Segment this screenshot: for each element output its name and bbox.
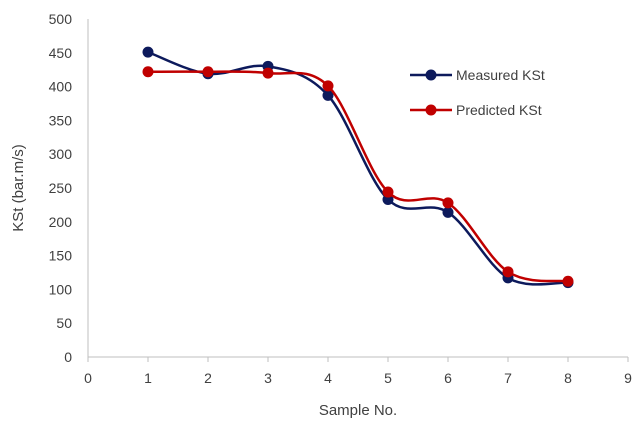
y-tick-label: 200 [49, 214, 73, 230]
legend-item: Predicted KSt [410, 102, 542, 118]
x-axis-title: Sample No. [319, 402, 397, 419]
x-tick-label: 2 [204, 370, 212, 386]
x-tick-label: 9 [624, 370, 632, 386]
data-point [142, 46, 154, 58]
legend-item: Measured KSt [410, 67, 545, 83]
x-tick-labels: 0 1 2 3 4 5 6 7 8 9 [84, 357, 632, 386]
series-line [147, 70, 569, 283]
y-tick-label: 350 [49, 112, 73, 128]
x-tick-label: 6 [444, 370, 452, 386]
y-tick-label: 100 [49, 281, 73, 297]
series-group [142, 46, 574, 289]
legend: Measured KSt Predicted KSt [410, 67, 545, 118]
data-point [442, 197, 454, 209]
y-tick-labels: 0 50 100 150 200 250 300 350 400 450 500 [49, 11, 73, 365]
data-point [322, 80, 334, 92]
x-tick-label: 1 [144, 370, 152, 386]
y-tick-label: 400 [49, 79, 73, 95]
legend-label: Measured KSt [456, 67, 545, 83]
y-tick-label: 0 [64, 349, 72, 365]
x-tick-label: 7 [504, 370, 512, 386]
series-line [147, 50, 569, 286]
data-point [262, 67, 274, 79]
data-point [382, 186, 394, 198]
y-tick-label: 50 [56, 315, 72, 331]
series-predicted-kst [142, 66, 574, 287]
x-tick-label: 4 [324, 370, 332, 386]
legend-label: Predicted KSt [456, 102, 542, 118]
y-tick-label: 250 [49, 180, 73, 196]
data-point [562, 275, 574, 287]
x-tick-label: 5 [384, 370, 392, 386]
data-point [142, 66, 154, 78]
legend-marker [425, 69, 437, 81]
data-point [322, 89, 334, 101]
y-tick-label: 450 [49, 45, 73, 61]
data-point [502, 266, 514, 278]
y-tick-label: 150 [49, 248, 73, 264]
y-tick-label: 300 [49, 146, 73, 162]
legend-marker [425, 104, 437, 116]
axes [87, 19, 628, 358]
data-point [202, 66, 214, 78]
y-tick-label: 500 [49, 11, 73, 27]
y-axis-title: KSt (bar.m/s) [10, 144, 27, 232]
x-tick-label: 0 [84, 370, 92, 386]
x-tick-label: 3 [264, 370, 272, 386]
x-tick-label: 8 [564, 370, 572, 386]
data-point [442, 206, 454, 218]
